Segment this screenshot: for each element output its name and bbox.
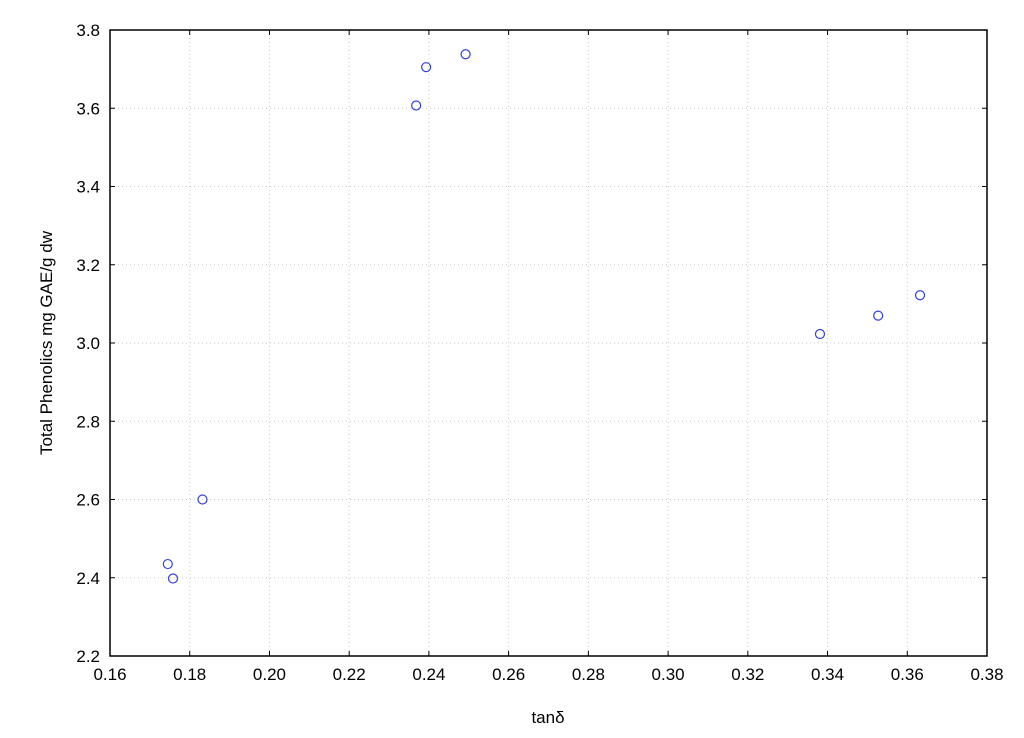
y-tick-label: 3.2 [76,256,100,275]
x-tick-label: 0.30 [652,665,685,684]
grid-lines [110,30,987,656]
x-tick-label: 0.34 [811,665,844,684]
data-point [167,573,179,584]
data-point [873,310,884,321]
y-tick-label: 3.8 [76,21,100,40]
data-point [914,290,926,301]
x-tick-label: 0.24 [412,665,445,684]
plot-area [110,30,987,656]
x-tick-label: 0.20 [253,665,286,684]
y-tick-label: 3.6 [76,99,100,118]
y-tick-label: 2.4 [76,569,100,588]
y-tick-label: 3.4 [76,178,100,197]
data-points [162,49,926,584]
data-point [162,558,173,570]
y-tick-labels: 2.2 2.4 2.6 2.8 3.0 3.2 3.4 3.6 3.8 [76,21,100,666]
y-axis-title: Total Phenolics mg GAE/g dw [37,230,56,455]
data-point [197,494,208,505]
x-tick-label: 0.28 [572,665,605,684]
x-tick-label: 0.18 [173,665,206,684]
x-tick-label: 0.26 [492,665,525,684]
x-tick-label: 0.32 [731,665,764,684]
x-tick-labels: 0.16 0.18 0.20 0.22 0.24 0.26 0.28 0.30 0.32 0.34… [93,665,1003,684]
x-tick-label: 0.16 [93,665,126,684]
y-tick-label: 2.2 [76,647,100,666]
x-axis-title: tanδ [531,708,564,727]
data-point [411,100,422,111]
x-tick-label: 0.36 [891,665,924,684]
data-point [460,49,471,60]
y-tick-label: 2.6 [76,491,100,510]
data-point [421,62,432,73]
plot-frame [109,29,988,657]
y-tick-label: 2.8 [76,412,100,431]
data-point [814,328,826,340]
x-tick-label: 0.38 [970,665,1003,684]
y-tick-label: 3.0 [76,334,100,353]
x-tick-label: 0.22 [333,665,366,684]
